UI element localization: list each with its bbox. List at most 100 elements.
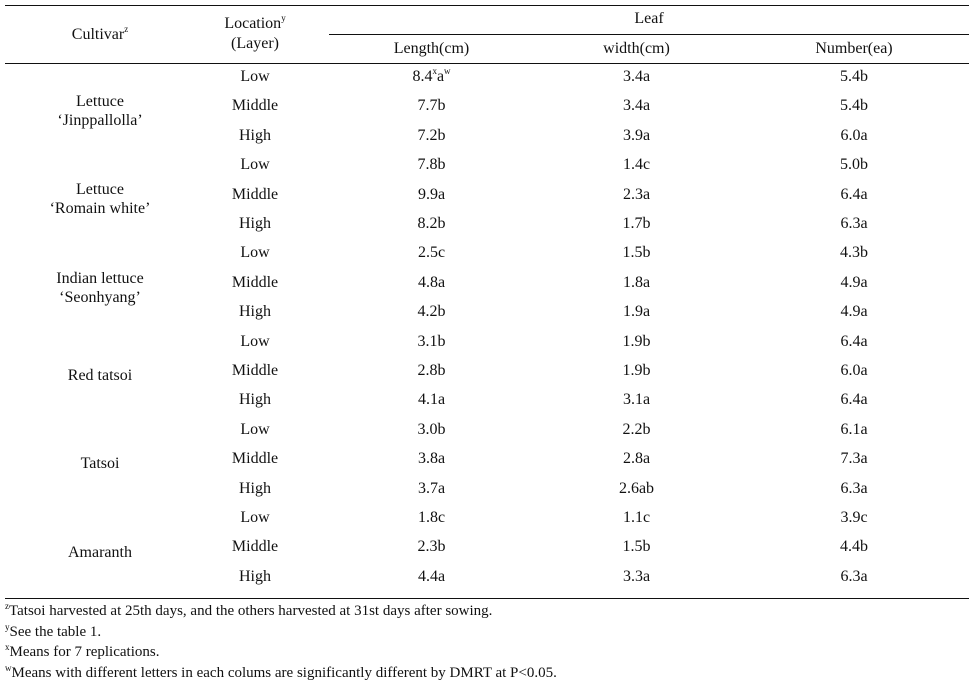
footnote-mark: z: [5, 601, 9, 612]
number-cell: 5.0b: [840, 156, 868, 174]
footnote-text: See the table 1.: [9, 623, 102, 640]
number-cell: 4.4b: [840, 538, 868, 556]
cultivar-name: Amaranth: [68, 543, 132, 561]
location-cell: High: [239, 567, 271, 585]
cultivar-name: ‘Romain white’: [49, 200, 151, 218]
location-cell: High: [239, 479, 271, 497]
length-value: 8.4: [412, 68, 433, 85]
header-location: Locationy: [190, 14, 320, 34]
header-location-text: Location: [224, 15, 282, 32]
cultivar-name: Lettuce: [76, 181, 124, 199]
header-width: width(cm): [603, 40, 670, 57]
cultivar-name: Tatsoi: [80, 455, 120, 473]
location-cell: Middle: [231, 273, 279, 291]
width-cell: 3.4a: [622, 97, 651, 115]
footnote-mark: x: [5, 642, 10, 653]
width-cell: 1.9a: [622, 303, 651, 321]
location-cell: Low: [240, 332, 270, 350]
length-cell: 7.7b: [417, 97, 446, 115]
length-cell: 8.2b: [417, 215, 446, 232]
number-cell: 6.0a: [840, 362, 868, 379]
leaf-sub-rule: [329, 34, 969, 35]
cultivar-name: Red tatsoi: [67, 367, 133, 385]
location-cell: Low: [240, 509, 270, 526]
length-sup: x: [432, 66, 437, 76]
header-number: Number(ea): [815, 40, 893, 57]
location-cell: High: [239, 303, 271, 321]
width-cell: 1.9b: [622, 362, 651, 379]
location-cell: Middle: [231, 362, 279, 379]
width-cell: 3.3a: [622, 567, 651, 585]
header-cultivar-sup: z: [124, 24, 129, 34]
footnote: wMeans with different letters in each co…: [5, 662, 557, 682]
length-cell: 4.8a: [417, 273, 446, 291]
length-cell: 7.8b: [417, 156, 446, 174]
number-cell: 6.0a: [840, 126, 868, 144]
location-cell: Middle: [231, 97, 279, 115]
header-cultivar: Cultivarz: [25, 25, 175, 45]
length-cell: 4.2b: [417, 303, 446, 321]
number-cell: 6.4a: [840, 391, 868, 409]
length-cell: 2.8b: [417, 362, 446, 379]
number-cell: 7.3a: [840, 450, 868, 468]
width-cell: 1.5b: [622, 244, 651, 262]
length-letter: a: [436, 68, 445, 85]
width-cell: 1.5b: [622, 538, 651, 556]
location-cell: High: [239, 126, 271, 144]
location-cell: Low: [240, 420, 270, 438]
length-cell: 9.9a: [417, 185, 446, 203]
footnote: zTatsoi harvested at 25th days, and the …: [5, 602, 492, 620]
bottom-rule: [5, 598, 969, 600]
footnote: xMeans for 7 replications.: [5, 643, 159, 661]
length-cell: 1.8c: [417, 509, 446, 526]
width-cell: 3.1a: [622, 391, 651, 409]
footnote-text: Means with different letters in each col…: [11, 664, 557, 681]
number-cell: 6.3a: [840, 479, 868, 497]
width-cell: 1.8a: [622, 273, 651, 291]
width-cell: 1.7b: [622, 215, 651, 232]
header-location-sup: y: [281, 13, 286, 23]
header-layer: (Layer): [231, 35, 279, 52]
number-cell: 6.4a: [840, 185, 868, 203]
location-cell: Middle: [231, 538, 279, 556]
length-cell: 4.1a: [417, 391, 446, 409]
width-cell: 3.9a: [622, 126, 651, 144]
location-cell: Middle: [231, 450, 279, 468]
footnote-text: Tatsoi harvested at 25th days, and the o…: [9, 603, 493, 620]
header-length: Length(cm): [393, 40, 470, 57]
width-cell: 2.8a: [622, 450, 651, 468]
length-cell: 8.4xaw: [329, 67, 534, 87]
number-cell: 4.3b: [840, 244, 868, 262]
footnote-text: Means for 7 replications.: [9, 644, 160, 661]
location-cell: Middle: [231, 185, 279, 203]
length-cell: 3.7a: [417, 479, 446, 497]
cultivar-name: ‘Jinppallolla’: [57, 112, 143, 130]
width-cell: 1.1c: [622, 509, 651, 526]
header-cultivar-text: Cultivar: [71, 26, 125, 43]
length-sup: w: [444, 66, 451, 76]
number-cell: 5.4b: [840, 97, 868, 115]
width-cell: 2.3a: [622, 185, 651, 203]
location-cell: High: [239, 215, 271, 232]
location-cell: Low: [240, 156, 270, 174]
length-cell: 3.1b: [417, 332, 446, 350]
number-cell: 4.9a: [840, 273, 868, 291]
width-cell: 2.6ab: [618, 479, 655, 497]
footnote-mark: w: [5, 662, 12, 673]
footnote-mark: y: [5, 621, 10, 632]
number-cell: 4.9a: [840, 303, 868, 321]
number-cell: 3.9c: [840, 509, 868, 526]
width-cell: 1.9b: [622, 332, 651, 350]
length-cell: 3.8a: [417, 450, 446, 468]
location-cell: Low: [240, 68, 270, 85]
width-cell: 3.4a: [622, 68, 651, 85]
number-cell: 6.3a: [840, 215, 868, 232]
footnote: ySee the table 1.: [5, 621, 102, 641]
number-cell: 5.4b: [840, 68, 868, 85]
location-cell: High: [239, 391, 271, 409]
cultivar-name: ‘Seonhyang’: [59, 288, 141, 306]
width-cell: 2.2b: [622, 420, 651, 438]
number-cell: 6.3a: [840, 567, 868, 585]
number-cell: 6.4a: [840, 332, 868, 350]
length-cell: 7.2b: [417, 126, 446, 144]
